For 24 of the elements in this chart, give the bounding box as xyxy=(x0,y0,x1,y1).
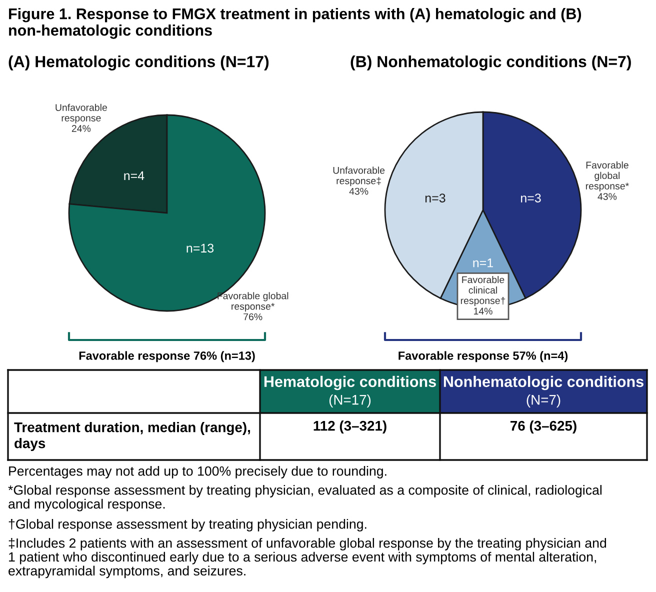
text: Favorable response 76% (n=13) xyxy=(79,351,255,362)
slice-label: Unfavorable response‡ 43% xyxy=(333,166,385,195)
text: †Global response assessment by treating physician pending. xyxy=(8,519,366,532)
text: Hematologic conditions (N=17) xyxy=(264,376,436,408)
text: Percentages may not add up to 100% precisely due to rounding. xyxy=(9,466,386,478)
chart-title: (A) Hematologic conditions (N=17) xyxy=(8,56,269,70)
slice-label: Favorable global response* 43% xyxy=(586,161,629,200)
text: Figure 1. Response to FMGX treatment in patients with (A) hematologic and (B) non-hematologic conditions xyxy=(9,8,582,39)
text: ‡Includes 2 patients with an assessment of unfavorable global response by the treating physician and 1 patient who discontinued early due to a serious adverse event with symptoms of mental alteration, extrapyramidal symptoms, and seizures. xyxy=(8,538,606,578)
text: 112 (3–321) xyxy=(314,420,386,434)
text: *Global response assessment by treating physician, evaluated as a composite of clinical, radiological and mycological response. xyxy=(8,485,602,512)
data-label: n=4 xyxy=(124,171,144,180)
data-label: n=3 xyxy=(425,194,446,202)
chart-title: (B) Nonhematologic conditions (N=7) xyxy=(350,56,631,70)
slice-label: Favorable global response* 76% xyxy=(218,292,288,320)
data-label: n=13 xyxy=(186,244,214,253)
text: Favorable response 57% (n=4) xyxy=(398,351,568,362)
text: Treatment duration, median (range), days xyxy=(14,422,250,451)
text: 76 (3–625) xyxy=(510,420,576,434)
text: Nonhematologic conditions (N=7) xyxy=(444,376,644,408)
slice-label: Favorable clinical response† 14% xyxy=(460,276,506,315)
data-label: n=1 xyxy=(473,258,493,268)
data-label: n=3 xyxy=(521,194,541,202)
slice-label: Unfavorable response 24% xyxy=(56,104,107,132)
